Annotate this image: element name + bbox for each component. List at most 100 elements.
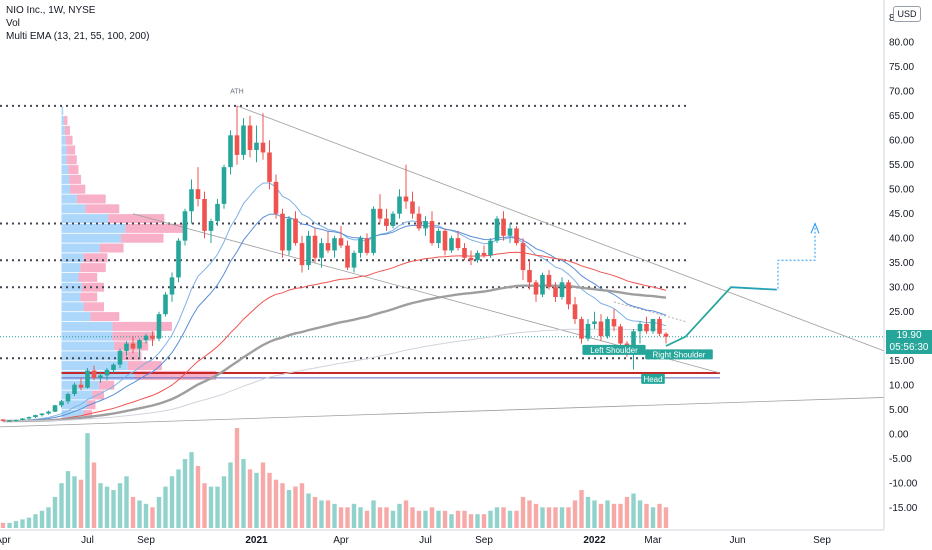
candle[interactable] [156,311,162,342]
candle[interactable] [267,140,272,190]
candle[interactable] [592,311,597,329]
candle[interactable] [286,216,292,256]
candle[interactable] [572,297,578,324]
candle[interactable] [390,211,396,229]
candle[interactable] [72,382,77,396]
candle[interactable] [306,230,311,271]
candle[interactable] [293,211,298,246]
candle[interactable] [364,233,370,256]
candle[interactable] [559,277,565,300]
candle[interactable] [384,208,389,231]
candle[interactable] [26,416,32,420]
candle[interactable] [33,414,38,419]
candle[interactable] [514,225,519,246]
candle[interactable] [553,282,558,302]
candle[interactable] [163,292,168,317]
candle[interactable] [371,206,376,256]
candle[interactable] [273,174,279,219]
candle[interactable] [637,321,643,344]
candle[interactable] [527,260,532,290]
candle[interactable] [52,404,58,413]
candle[interactable] [598,314,604,342]
candle[interactable] [130,336,136,354]
candle[interactable] [449,235,454,253]
candle[interactable] [221,164,227,209]
candle[interactable] [644,316,649,334]
candle[interactable] [650,319,656,334]
candle[interactable] [189,179,194,224]
candle[interactable] [254,125,259,163]
candle[interactable] [312,228,318,263]
candle[interactable] [579,316,584,344]
candle[interactable] [241,118,246,160]
candle[interactable] [319,238,324,268]
candle[interactable] [657,316,662,337]
candle[interactable] [85,368,90,389]
candle[interactable] [488,238,493,258]
candle[interactable] [332,235,337,258]
target-path[interactable] [730,225,816,291]
candle[interactable] [91,365,97,381]
candle[interactable] [494,216,500,244]
projection-path[interactable] [665,286,777,347]
candle[interactable] [215,199,220,226]
candle[interactable] [195,167,201,207]
candle[interactable] [228,130,233,175]
candle[interactable] [475,250,480,263]
candle[interactable] [13,419,19,422]
candle[interactable] [39,413,45,417]
candle[interactable] [260,113,266,160]
candle[interactable] [247,115,253,158]
candle[interactable] [0,419,6,422]
candle[interactable] [325,230,331,253]
candle[interactable] [416,206,422,231]
candle[interactable] [605,316,610,339]
candle[interactable] [202,191,207,239]
candle[interactable] [410,191,415,219]
candle[interactable] [358,235,363,258]
candle[interactable] [481,245,487,258]
candle[interactable] [618,323,623,349]
candle[interactable] [208,218,214,244]
candle[interactable] [78,377,84,391]
candle[interactable] [7,419,12,422]
candle[interactable] [169,272,175,302]
candle[interactable] [429,211,435,246]
candle[interactable] [468,250,474,266]
candle[interactable] [663,332,669,344]
candle[interactable] [442,228,448,256]
candle[interactable] [540,272,545,298]
candle[interactable] [65,392,71,404]
candle[interactable] [234,105,240,165]
vol-indicator-label[interactable]: Vol [6,18,20,29]
candle[interactable] [182,208,188,246]
candle[interactable] [150,331,155,346]
candle[interactable] [143,333,149,344]
candle[interactable] [423,216,428,236]
candle[interactable] [455,230,461,251]
candle[interactable] [124,341,129,356]
candle[interactable] [46,410,51,415]
candle[interactable] [462,243,467,261]
candle[interactable] [117,348,123,369]
currency-button[interactable]: USD [893,6,921,22]
candle[interactable] [111,363,116,373]
candle[interactable] [345,240,350,271]
candle[interactable] [98,372,103,383]
candle[interactable] [546,270,552,290]
candle[interactable] [20,418,25,421]
candle[interactable] [137,338,142,359]
candle[interactable] [403,164,409,209]
candle[interactable] [533,279,539,302]
candle[interactable] [351,250,357,273]
candle[interactable] [338,225,344,248]
candle[interactable] [104,368,110,381]
candle[interactable] [585,319,591,342]
candle[interactable] [377,194,383,224]
candle[interactable] [501,211,506,241]
ema-indicator-label[interactable]: Multi EMA (13, 21, 55, 100, 200) [6,31,150,42]
candle[interactable] [611,309,617,332]
candle[interactable] [299,235,305,273]
symbol-line[interactable]: NIO Inc., 1W, NYSE [6,5,96,16]
